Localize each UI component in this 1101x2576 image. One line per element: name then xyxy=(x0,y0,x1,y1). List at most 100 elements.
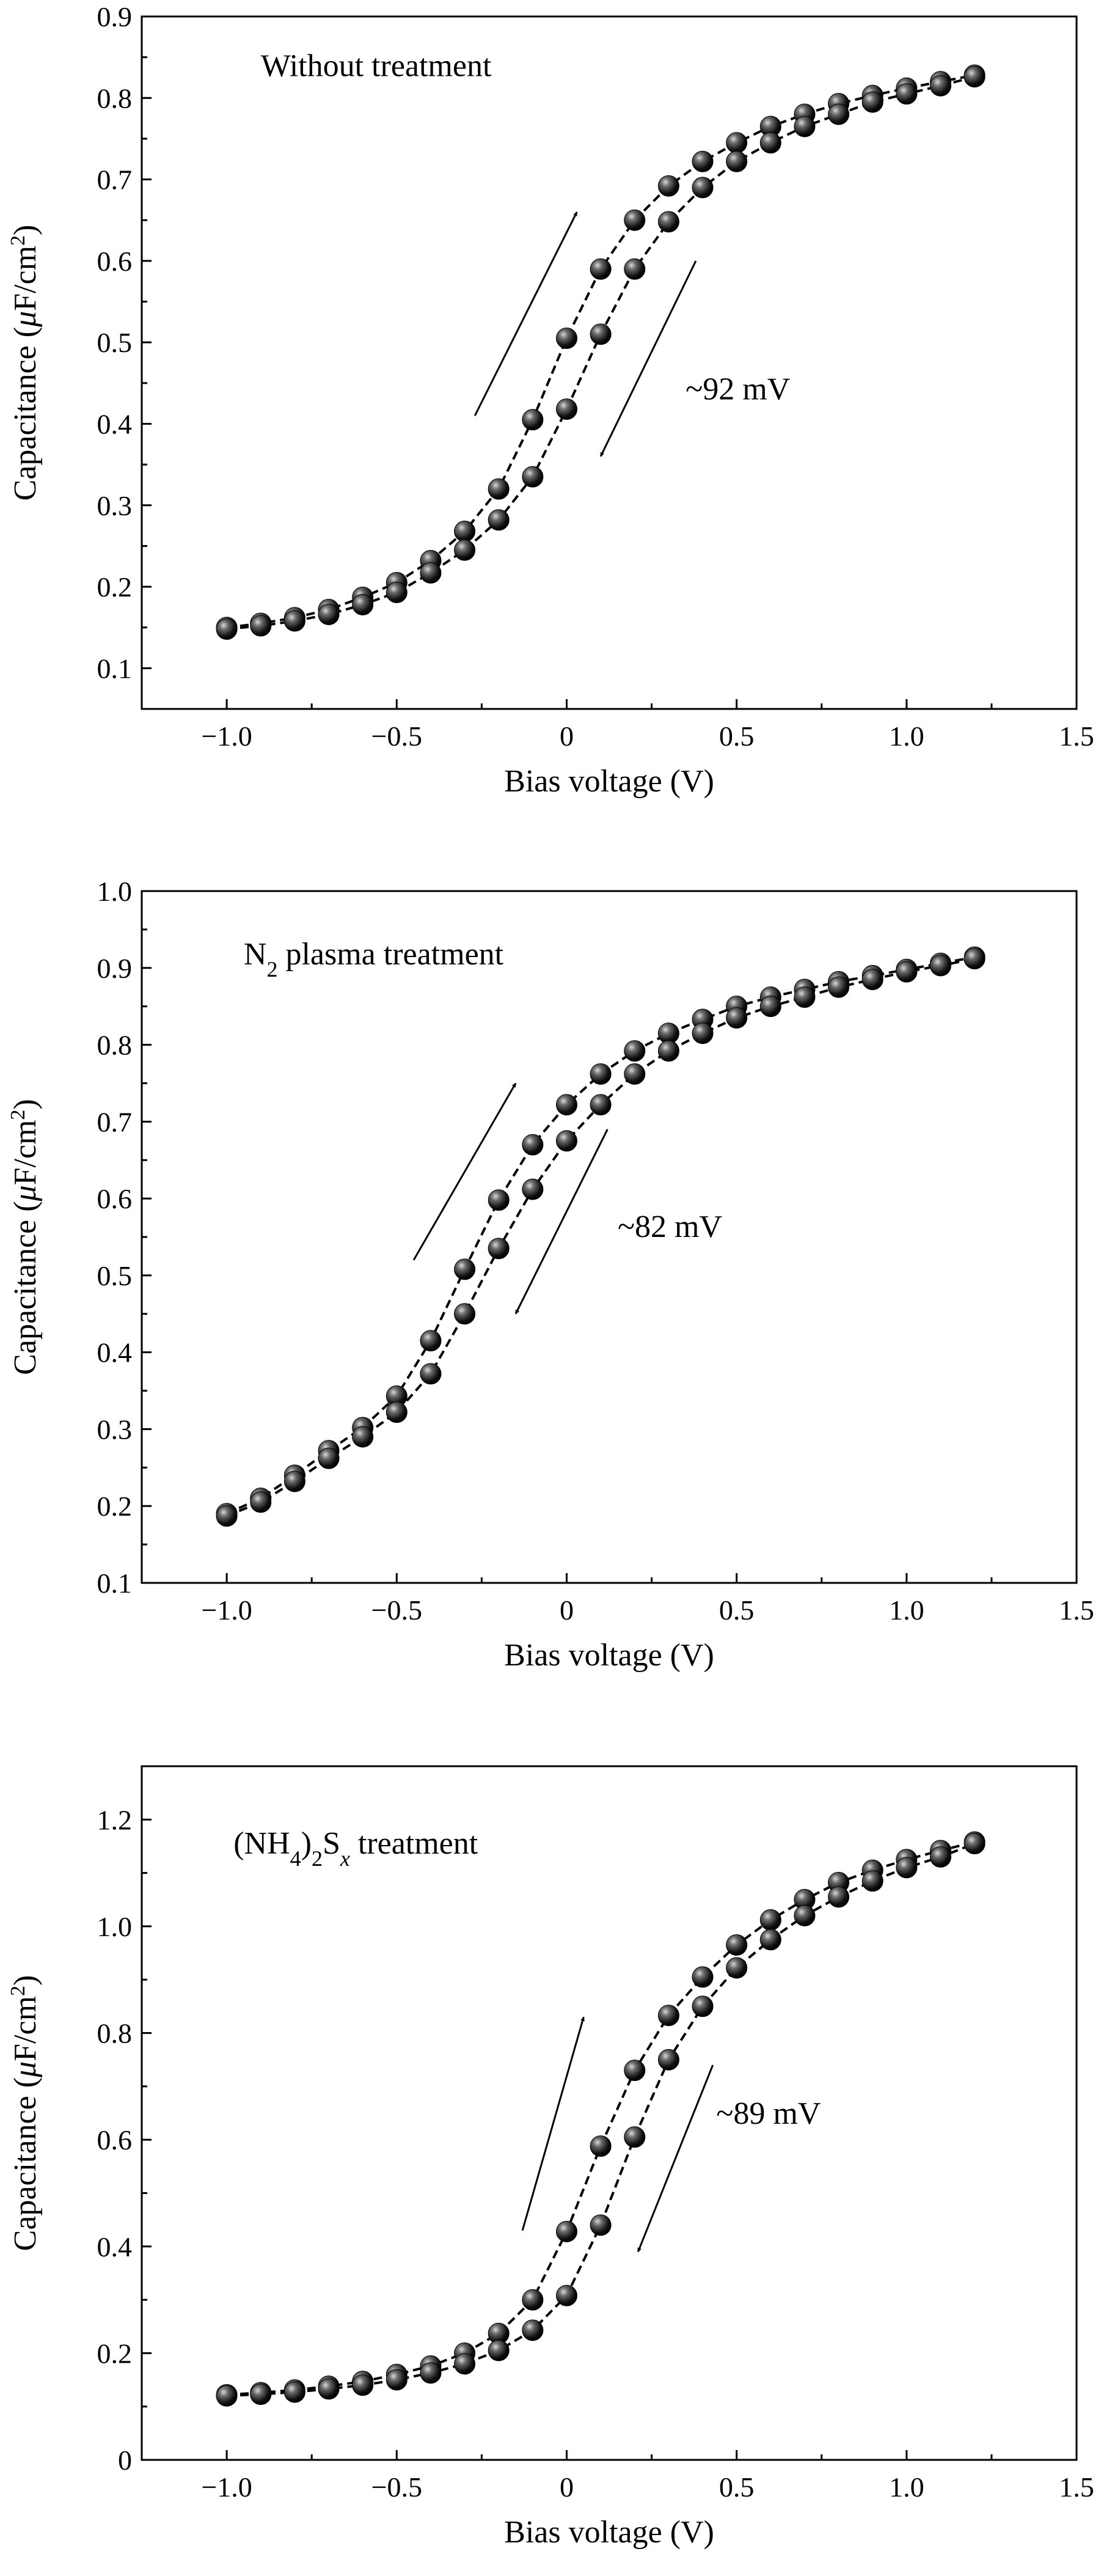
data-point xyxy=(964,948,986,970)
x-tick-label: 0 xyxy=(560,1594,574,1626)
y-axis-label-text: Capacitance ( xyxy=(8,1201,43,1374)
series-forward xyxy=(216,946,986,1525)
x-axis-label: Bias voltage (V) xyxy=(504,764,714,799)
data-point xyxy=(250,2383,272,2405)
panel-title-sub-2: 2 xyxy=(266,957,277,982)
data-point xyxy=(726,132,748,154)
y-tick-label: 0.3 xyxy=(97,1414,133,1445)
data-series xyxy=(216,64,986,640)
y-axis-label: Capacitance (μF/cm2) xyxy=(7,225,43,501)
y-tick-label: 0.1 xyxy=(97,653,133,684)
series-forward xyxy=(216,1831,986,2405)
y-axis-label: Capacitance (μF/cm2) xyxy=(7,1099,43,1375)
x-axis-label: Bias voltage (V) xyxy=(504,1638,714,1673)
data-point xyxy=(828,976,850,998)
plot-frame xyxy=(141,890,1078,1584)
y-tick-label: 0.6 xyxy=(97,1183,133,1214)
series-line xyxy=(226,957,975,1517)
y-tick-label: 0.9 xyxy=(97,1,133,32)
data-point xyxy=(283,1470,305,1492)
series-line xyxy=(226,74,975,629)
panel-title-close: ) xyxy=(301,1826,312,1861)
y-tick-label: 0.4 xyxy=(97,2231,133,2262)
data-point xyxy=(964,1833,986,1855)
panel-title-open: (NH xyxy=(233,1826,290,1861)
hysteresis-annotation: ~89 mV xyxy=(716,2096,821,2131)
data-point xyxy=(250,615,272,637)
data-point xyxy=(726,150,748,172)
y-tick-label: 0.4 xyxy=(97,1337,133,1368)
x-axis-label: Bias voltage (V) xyxy=(504,2515,714,2550)
x-tick-label: 0.5 xyxy=(719,1594,755,1626)
y-axis-label-close: ) xyxy=(8,1975,43,1986)
hysteresis-annotation: ~82 mV xyxy=(618,1209,722,1244)
y-axis-label-close: ) xyxy=(8,225,43,235)
panel-title: Without treatment xyxy=(261,48,492,83)
y-axis-label-mu: μ xyxy=(8,2061,43,2078)
data-point xyxy=(624,2126,646,2148)
data-point xyxy=(759,132,781,154)
data-point xyxy=(555,1094,577,1116)
data-point xyxy=(794,986,816,1008)
panel-title: (NH4)2Sx treatment xyxy=(233,1826,478,1871)
y-tick-label: 0.8 xyxy=(97,2018,133,2049)
data-point xyxy=(657,1040,679,1062)
data-point xyxy=(726,1934,748,1956)
sweep-arrows xyxy=(474,211,697,457)
data-point xyxy=(488,1238,510,1260)
data-point xyxy=(828,1886,850,1908)
data-point xyxy=(250,1491,272,1513)
x-tick-label: 1.5 xyxy=(1059,2471,1094,2503)
data-point xyxy=(657,2005,679,2027)
y-tick-label: 1.2 xyxy=(97,1804,133,1835)
data-point xyxy=(861,91,883,113)
series-reverse xyxy=(216,66,986,640)
chart-panel-without-treatment: 0.1 0.2 0.3 0.4 0.5 0.6 0.7 0.8 0.9 −1.0 −0.5 0 0.5… xyxy=(7,1,1094,799)
y-tick-label: 0.2 xyxy=(97,1491,133,1522)
y-tick-label: 0.2 xyxy=(97,2338,133,2369)
x-tick-label: 1.0 xyxy=(889,1594,924,1626)
data-point xyxy=(555,328,577,350)
y-axis-label-exp: 2 xyxy=(7,235,29,246)
chart-panel-n2-plasma-treatment: 0.1 0.2 0.3 0.4 0.5 0.6 0.7 0.8 0.9 1.0 −1.0 −0.5 0… xyxy=(7,876,1094,1673)
data-point xyxy=(896,1857,918,1879)
y-axis-label-mu: μ xyxy=(8,1185,43,1202)
x-tick-label: 1.0 xyxy=(889,721,924,752)
panel-title-rest: treatment xyxy=(350,1826,478,1861)
data-point xyxy=(283,610,305,632)
y-tick-label: 0.5 xyxy=(97,1260,133,1291)
data-point xyxy=(522,409,544,431)
data-point xyxy=(555,398,577,420)
x-tick-label: 0.5 xyxy=(719,721,755,752)
x-tick-label: −0.5 xyxy=(371,721,422,752)
data-point xyxy=(590,258,612,280)
data-point xyxy=(420,1330,442,1352)
y-tick-label: 0 xyxy=(118,2445,132,2476)
data-point xyxy=(624,1063,646,1085)
data-point xyxy=(488,478,510,500)
data-point xyxy=(590,1094,612,1116)
data-point xyxy=(590,2214,612,2236)
data-point xyxy=(216,2385,238,2407)
panel-title-n: N xyxy=(244,937,267,972)
data-point xyxy=(726,1957,748,1979)
data-point xyxy=(318,1447,340,1469)
series-line xyxy=(226,1841,975,2396)
y-axis-label-exp: 2 xyxy=(7,1986,29,1996)
data-point xyxy=(590,1063,612,1085)
data-point xyxy=(522,1178,544,1200)
panel-title: N2 plasma treatment xyxy=(244,937,504,982)
data-point xyxy=(454,539,476,561)
data-point xyxy=(555,2220,577,2242)
data-point xyxy=(759,1909,781,1931)
x-tick-label: −0.5 xyxy=(371,2471,422,2503)
data-point xyxy=(216,1505,238,1527)
data-point xyxy=(692,1022,714,1044)
data-point xyxy=(964,66,986,88)
sweep-arrows xyxy=(521,2016,714,2253)
data-point xyxy=(420,1363,442,1385)
y-tick-label: 0.4 xyxy=(97,408,133,439)
data-point xyxy=(352,593,374,615)
y-tick-label: 1.0 xyxy=(97,876,133,907)
x-tick-label: 0 xyxy=(560,721,574,752)
